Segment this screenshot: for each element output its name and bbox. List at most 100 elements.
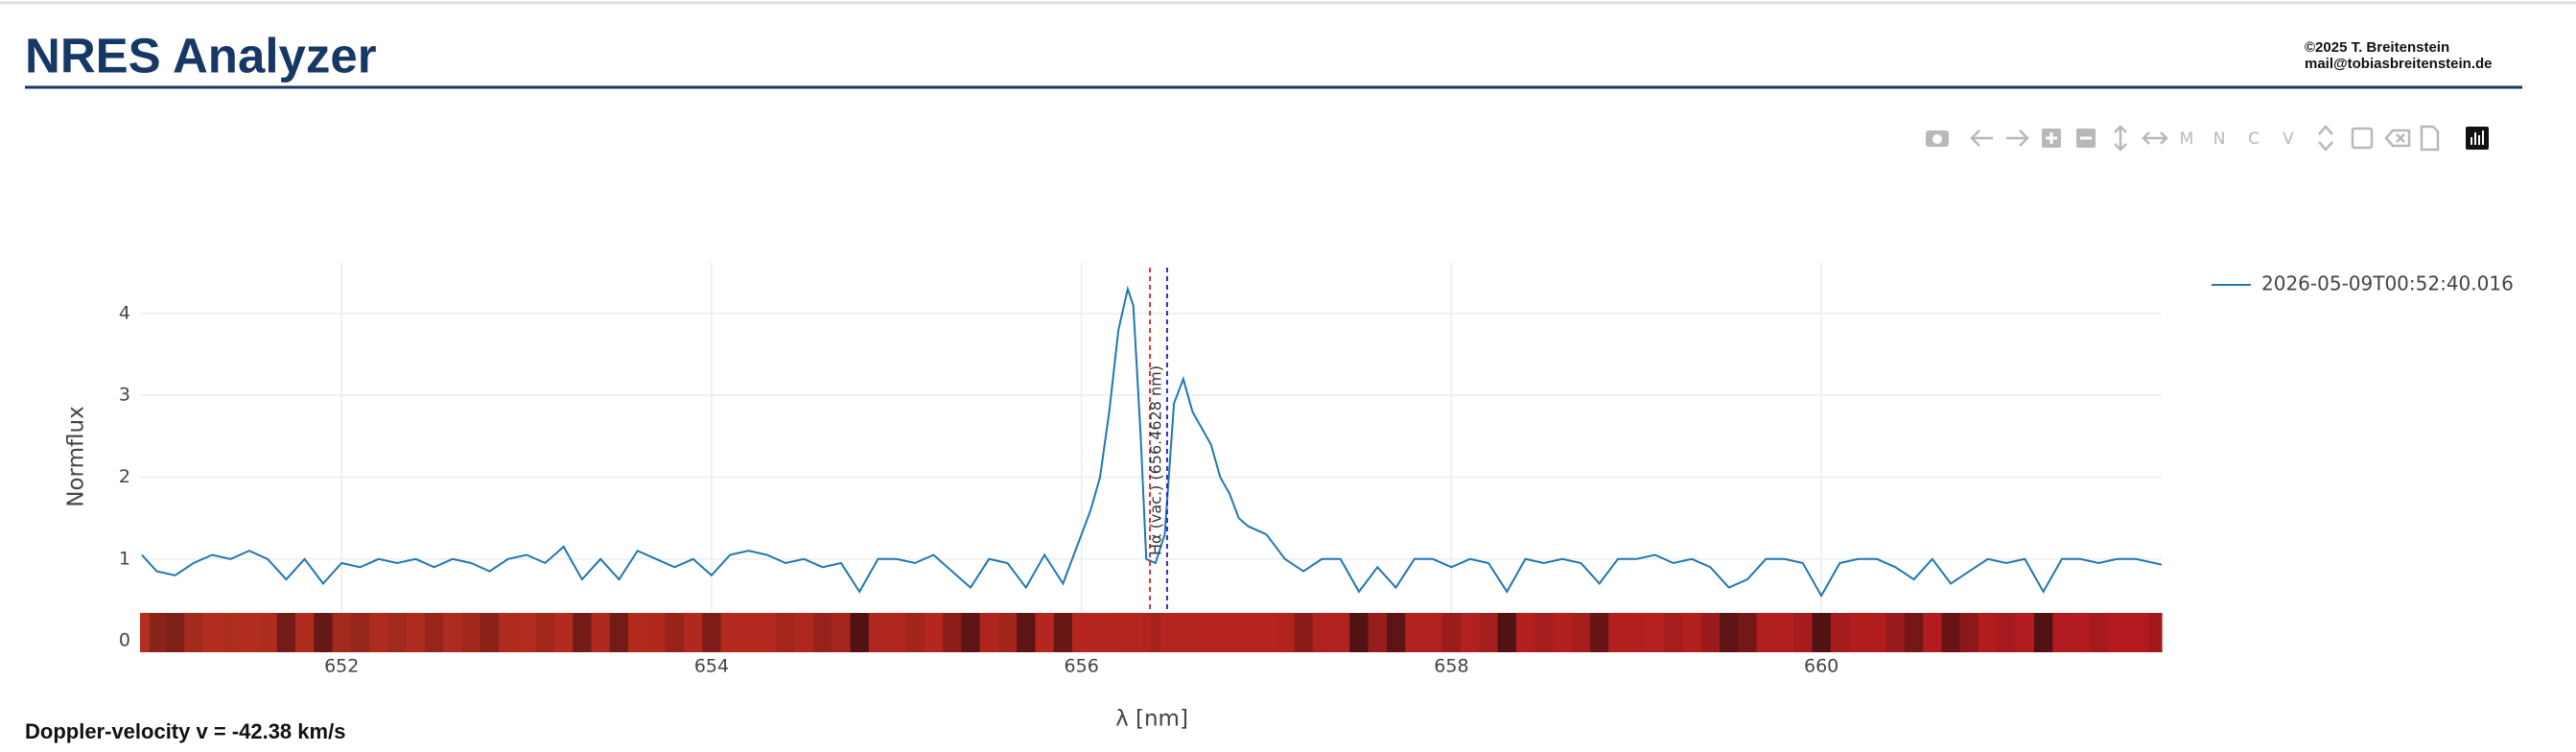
spectrum-strip-segment — [813, 613, 832, 652]
spectrum-strip-segment — [979, 613, 999, 652]
spectrum-strip-segment — [1294, 613, 1314, 652]
y-tick-label: 3 — [119, 385, 130, 406]
toolbar-button[interactable]: V — [2283, 129, 2294, 149]
spectrum-strip-segment — [1774, 613, 1794, 652]
spectrum-strip-segment — [1331, 613, 1350, 652]
line-annotation: Hα (vac.) (656.4628 nm) — [1146, 365, 1164, 555]
spectrum-strip-segment — [314, 613, 334, 652]
spectrum-strip-segment — [1867, 613, 1887, 652]
spectrum-strip-segment — [1979, 613, 1998, 652]
app-title: NRES Analyzer — [25, 28, 377, 82]
zoom-in-icon[interactable] — [2042, 129, 2061, 148]
zoom-out-icon[interactable] — [2076, 129, 2096, 148]
spectrum-strip-segment — [1276, 613, 1296, 652]
legend-label: 2026-05-09T00:52:40.016 — [2261, 272, 2514, 295]
toolbar — [1926, 125, 2489, 152]
spectrum-strip-segment — [1423, 613, 1443, 652]
spectrum-strip-segment — [1645, 613, 1665, 652]
x-tick-label: 654 — [694, 656, 729, 677]
toolbar-button[interactable]: N — [2213, 129, 2226, 149]
flux-line — [141, 285, 2163, 599]
spectrum-strip-segment — [443, 613, 463, 652]
spectrum-strip-segment — [1405, 613, 1425, 652]
spectrum-strip-segment — [149, 613, 167, 652]
spectrum-strip-segment — [1130, 613, 1138, 652]
spectrum-strip-segment — [1515, 613, 1535, 652]
spectrum-strip-segment — [258, 613, 278, 652]
back-icon[interactable] — [1970, 129, 1993, 147]
spectrum-strip-segment — [1053, 613, 1073, 652]
y-axis-title: Normflux — [64, 406, 89, 506]
spectrum-strip-segment — [1151, 613, 1161, 652]
x-axis-title: λ [nm] — [1115, 707, 1188, 732]
x-tick-label: 658 — [1434, 656, 1468, 677]
spectrum-strip-segment — [2033, 613, 2053, 652]
spectrum-strip-segment — [2015, 613, 2035, 652]
spectrum-strip-segment — [406, 613, 426, 652]
spectrum-strip-segment — [1143, 613, 1152, 652]
toolbar-button[interactable]: C — [2248, 129, 2260, 149]
spectrum-strip-segment — [2052, 613, 2073, 652]
toolbar-button[interactable]: M — [2180, 129, 2194, 149]
save-icon[interactable] — [2351, 127, 2374, 150]
spectrum-strip-segment — [1123, 613, 1132, 652]
spectrum-strip-segment — [240, 613, 260, 652]
spectrum-strip-segment — [1095, 613, 1106, 652]
spectrum-strip-segment — [1136, 613, 1144, 652]
export-icon[interactable] — [2420, 125, 2440, 152]
camera-icon[interactable] — [1926, 130, 1949, 147]
spectrum-strip-segment — [702, 613, 722, 652]
spectrum-strip-segment — [1206, 613, 1217, 652]
spectrum-strip-segment — [924, 613, 944, 652]
spectrum-strip-segment — [2126, 613, 2150, 652]
clear-icon[interactable] — [2384, 129, 2411, 148]
spectrum-strip-segment — [1830, 613, 1850, 652]
spectrum-strip-segment — [1793, 613, 1814, 652]
spectrum-strip-segment — [1959, 613, 1979, 652]
spectrum-strip-segment — [2108, 613, 2127, 652]
autoscale-y-icon[interactable] — [2114, 125, 2127, 152]
forward-icon[interactable] — [2006, 129, 2029, 147]
spectrum-strip-segment — [1215, 613, 1226, 652]
spectrum-strip-segment — [535, 613, 555, 652]
spectrum-strip-segment — [1159, 613, 1170, 652]
spectrum-strip-segment — [1368, 613, 1388, 652]
spectrum-strip-segment — [332, 613, 352, 652]
spectrum-strip-segment — [1441, 613, 1462, 652]
spectrum-strip-segment — [554, 613, 574, 652]
y-tick-label: 1 — [119, 548, 130, 569]
toggle-icon[interactable] — [2318, 125, 2333, 152]
y-tick-label: 4 — [119, 302, 130, 323]
spectrum-strip-segment — [1479, 613, 1499, 652]
spectrum-strip-segment — [202, 613, 222, 652]
spectrum-strip-segment — [166, 613, 185, 652]
spectrum-strip-segment — [1113, 613, 1124, 652]
spectrum-strip-segment — [961, 613, 981, 652]
spectrum-strip-segment — [1885, 613, 1906, 652]
spectrum-strip-segment — [461, 613, 481, 652]
y-tick-label: 0 — [119, 630, 130, 651]
autoscale-x-icon[interactable] — [2142, 131, 2168, 145]
spectrum-strip-segment — [609, 613, 629, 652]
spectrum-strip-segment — [1608, 613, 1628, 652]
spectrum-strip-segment — [1225, 613, 1235, 652]
spectrum-strip-segment — [1256, 613, 1276, 652]
x-tick-label: 660 — [1804, 656, 1838, 677]
spectrum-strip-segment — [517, 613, 537, 652]
spectrum-strip-segment — [1923, 613, 1943, 652]
spectrum-strip-segment — [1187, 613, 1198, 652]
spectrum-strip-segment — [684, 613, 703, 652]
spectrum-strip-segment — [1904, 613, 1924, 652]
spectrum-strip-segment — [1104, 613, 1115, 652]
copyright: ©2025 T. Breitenstein — [2305, 39, 2449, 56]
chart-icon[interactable] — [2466, 127, 2489, 150]
spectrum-strip-segment — [350, 613, 370, 652]
doppler-velocity: Doppler-velocity v = -42.38 km/s — [25, 719, 345, 743]
spectrum-strip-segment — [184, 613, 204, 652]
spectrum-strip-segment — [887, 613, 907, 652]
spectrum-strip-segment — [720, 613, 740, 652]
spectrum-strip-segment — [738, 613, 759, 652]
spectrum-strip-segment — [1243, 613, 1258, 652]
spectrum-strip-segment — [1534, 613, 1555, 652]
spectrum-strip-segment — [1571, 613, 1591, 652]
